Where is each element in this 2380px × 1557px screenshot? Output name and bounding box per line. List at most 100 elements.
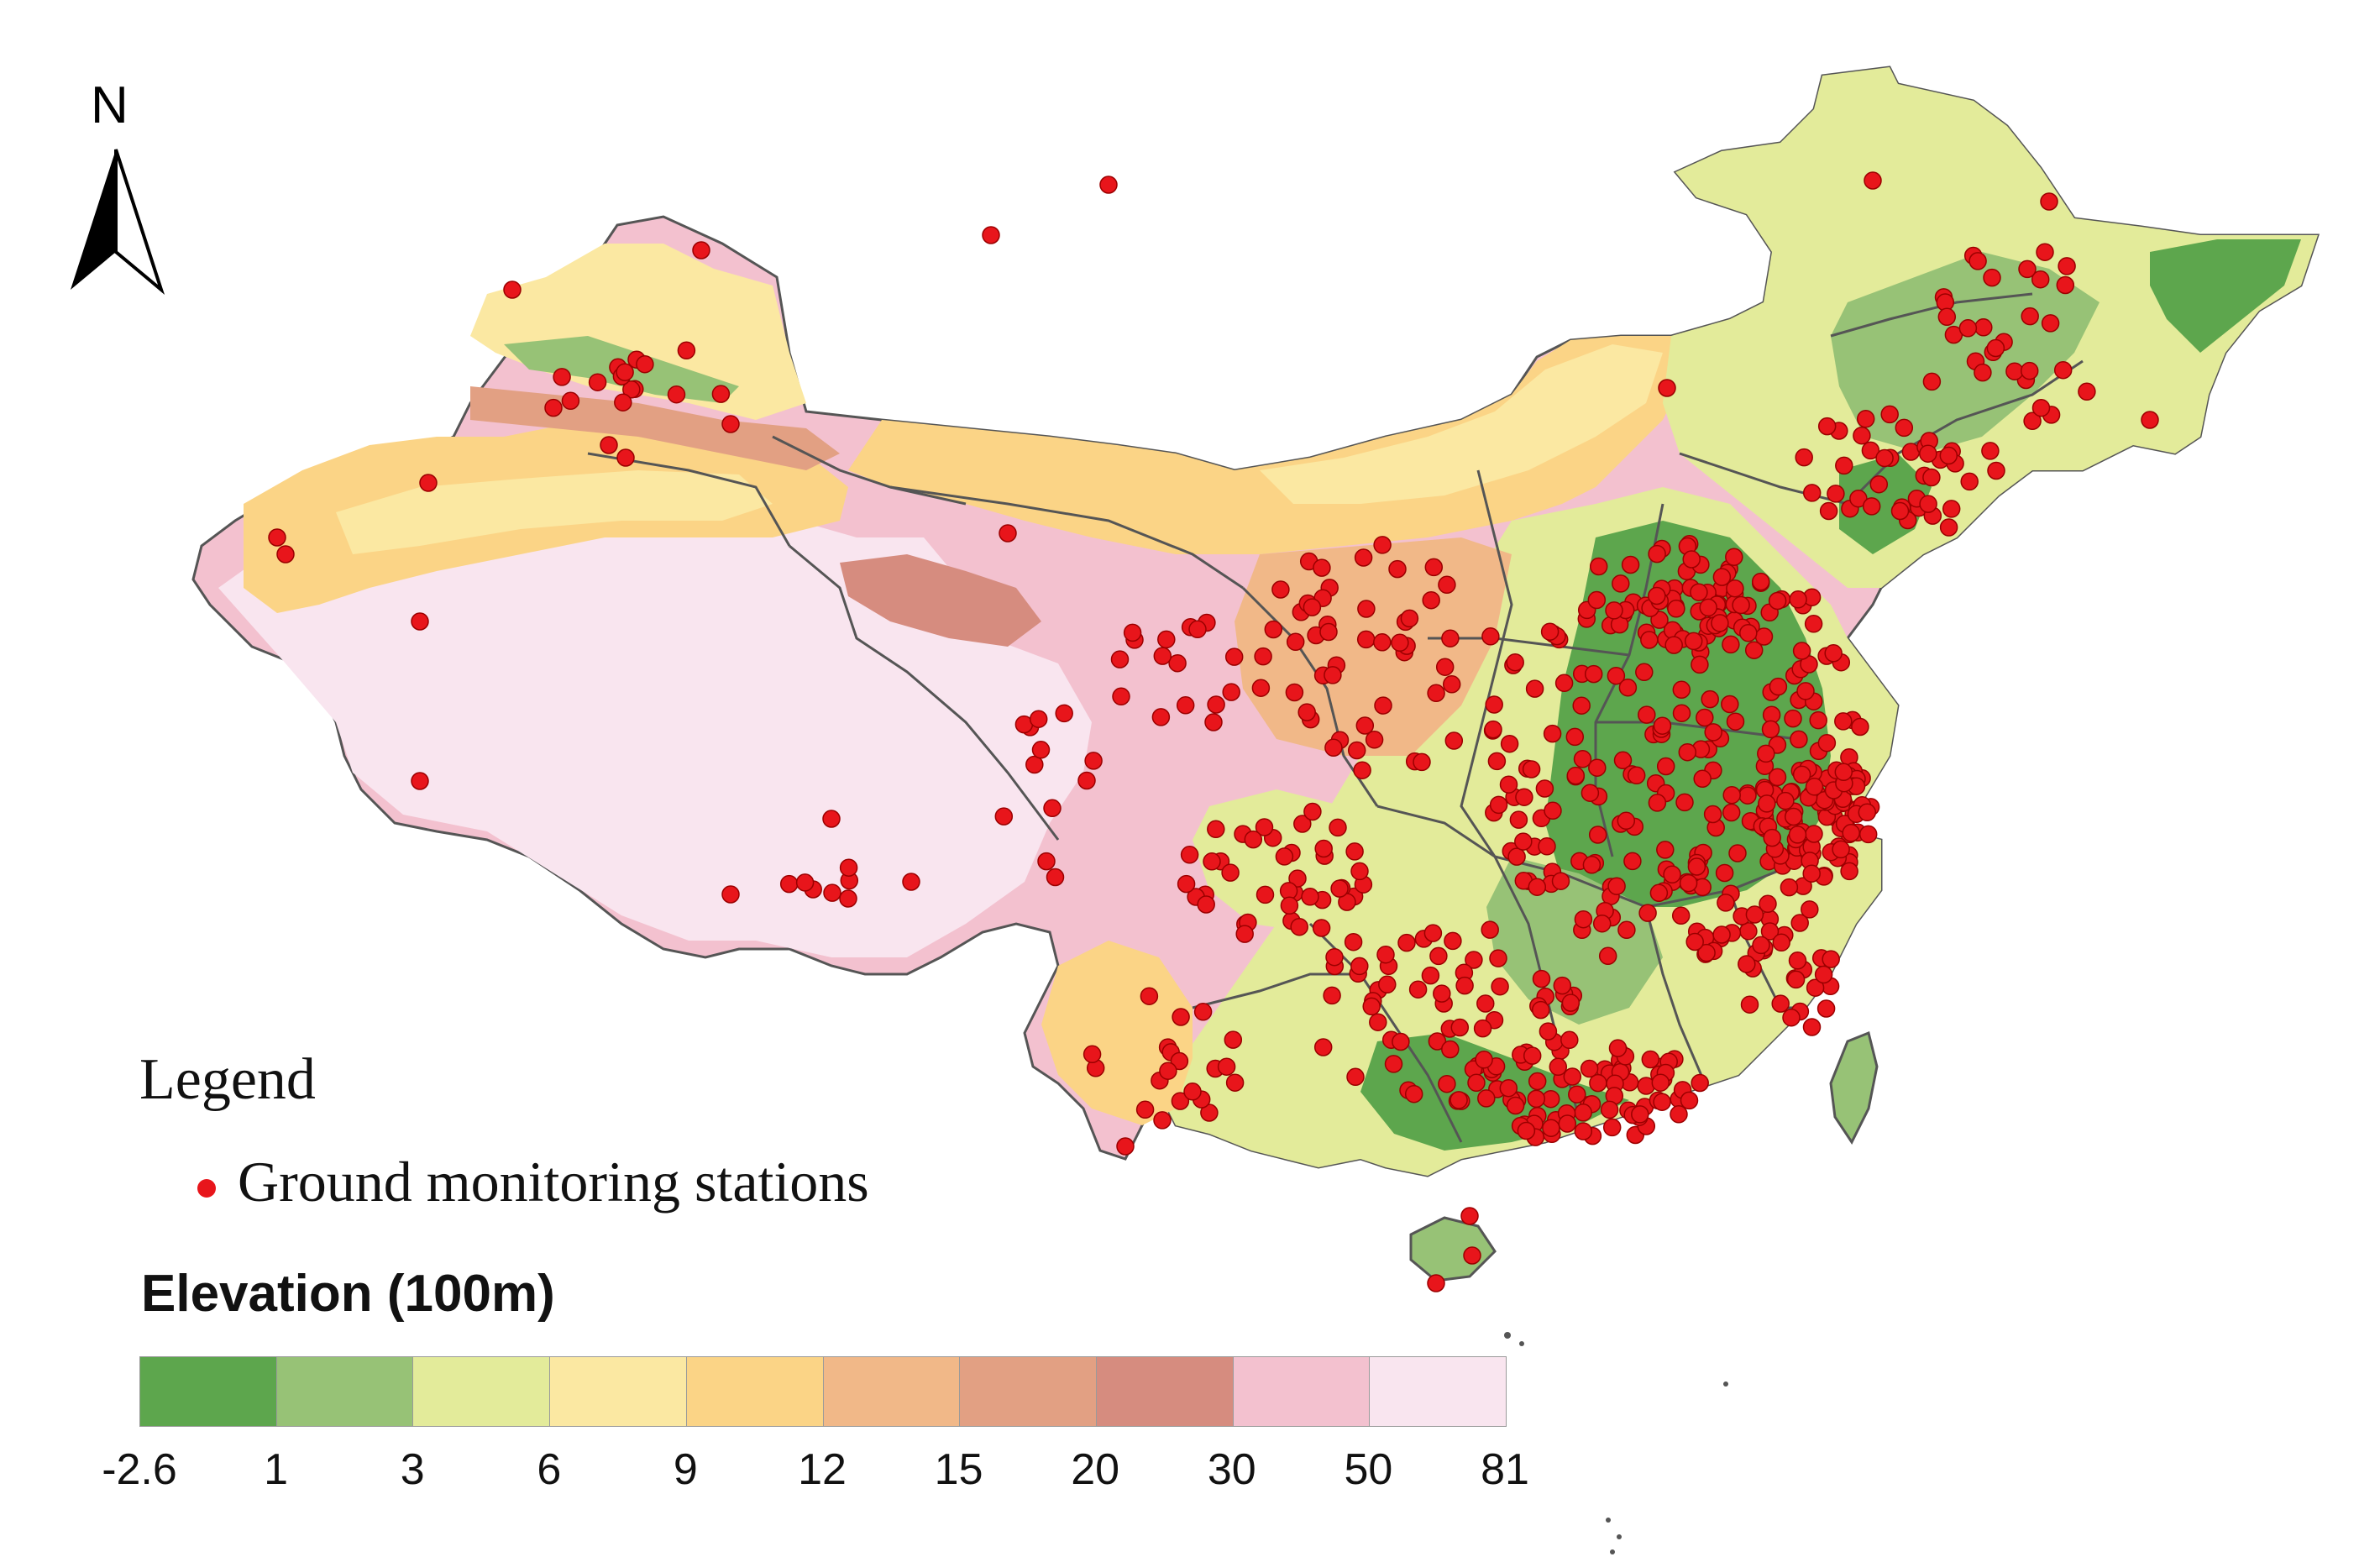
- station-dot: [1664, 636, 1683, 654]
- station-dot: [1046, 868, 1065, 887]
- station-dot: [1193, 1003, 1213, 1021]
- station-dot: [1722, 803, 1741, 822]
- station-dot: [1532, 969, 1551, 988]
- station-dot: [1788, 826, 1807, 844]
- station-dot: [1627, 766, 1646, 785]
- station-dot-icon: [197, 1178, 216, 1198]
- station-dot: [1983, 268, 2001, 287]
- station-dot: [1605, 601, 1623, 620]
- station-dot: [268, 528, 286, 547]
- station-dot: [1849, 489, 1868, 508]
- station-dot: [1895, 418, 1914, 438]
- station-dot: [1653, 716, 1672, 735]
- colorbar-bin-7: [1096, 1357, 1234, 1426]
- station-dot: [1544, 801, 1562, 820]
- station-dot: [1515, 788, 1533, 806]
- station-dot: [1481, 627, 1500, 646]
- station-dot: [1581, 784, 1600, 802]
- station-dot: [1037, 852, 1056, 871]
- station-dot: [1527, 1089, 1546, 1109]
- station-dot: [1476, 994, 1495, 1013]
- station-dot: [1413, 752, 1431, 772]
- colorbar-bin-3: [550, 1357, 687, 1426]
- station-dot: [1960, 472, 1979, 491]
- elevation-tick: 9: [673, 1445, 698, 1494]
- legend-item-stations: Ground monitoring stations: [197, 1149, 869, 1215]
- station-dot: [1851, 717, 1869, 737]
- station-dot: [1319, 622, 1338, 642]
- station-dot: [1792, 765, 1811, 784]
- station-dot: [1789, 590, 1807, 609]
- station-dot: [2031, 398, 2051, 417]
- station-dot: [2078, 382, 2096, 401]
- station-dot: [1788, 952, 1807, 970]
- station-dot: [1433, 984, 1451, 1003]
- station-dot: [1303, 598, 1322, 616]
- station-dot: [1760, 922, 1780, 941]
- station-dot: [588, 373, 607, 391]
- station-dot: [1558, 1114, 1577, 1133]
- station-dot: [2031, 270, 2050, 289]
- station-dot: [544, 398, 563, 417]
- station-dot: [1890, 501, 1910, 521]
- station-dot: [1506, 653, 1524, 672]
- station-dot: [1301, 888, 1319, 906]
- station-dot: [1822, 950, 1840, 968]
- station-dot: [1691, 1073, 1709, 1093]
- station-dot: [1177, 874, 1196, 894]
- station-dot: [1685, 932, 1704, 952]
- station-dot: [721, 885, 740, 904]
- station-dot: [1853, 426, 1871, 445]
- station-dot: [1696, 708, 1714, 727]
- station-dot: [2141, 411, 2159, 429]
- station-dot: [1523, 1046, 1542, 1065]
- station-dot: [1711, 614, 1729, 632]
- station-dot: [1255, 818, 1274, 836]
- station-dot: [1588, 826, 1607, 844]
- station-dot: [1987, 461, 2005, 480]
- station-dot: [1203, 852, 1221, 871]
- station-dot: [1638, 904, 1657, 922]
- station-dot: [1153, 1111, 1172, 1130]
- station-dot: [622, 380, 641, 399]
- station-dot: [1356, 630, 1376, 649]
- station-dot: [276, 545, 295, 564]
- station-dot: [1373, 536, 1392, 554]
- station-dot: [419, 474, 438, 492]
- station-dot: [1543, 724, 1562, 743]
- station-dot: [1691, 655, 1709, 674]
- station-dot: [1354, 548, 1373, 567]
- station-dot: [1207, 695, 1225, 714]
- elevation-colorbar: [139, 1356, 1507, 1427]
- station-dot: [1939, 518, 1958, 537]
- station-dot: [667, 385, 686, 404]
- station-dot: [711, 385, 731, 403]
- station-dot: [1140, 987, 1159, 1005]
- station-dot: [1222, 683, 1240, 701]
- station-dot: [1745, 905, 1764, 924]
- station-dot: [1362, 997, 1381, 1016]
- station-dot: [1506, 1096, 1525, 1115]
- station-dot: [1648, 586, 1666, 606]
- station-dot: [553, 368, 571, 386]
- station-dot: [1573, 750, 1592, 768]
- station-dot: [1656, 841, 1675, 859]
- station-dot: [1303, 802, 1322, 821]
- station-dot: [1499, 1078, 1518, 1098]
- station-dot: [1290, 917, 1308, 936]
- station-dot: [1400, 609, 1419, 628]
- station-dot: [1937, 307, 1957, 327]
- station-dot: [1768, 768, 1787, 787]
- station-dot: [1589, 557, 1608, 576]
- station-dot: [1722, 785, 1741, 805]
- station-dot: [1717, 894, 1735, 912]
- sanjiang-plain-green: [2150, 239, 2301, 353]
- station-dot: [1754, 627, 1774, 646]
- station-dot: [1489, 949, 1507, 967]
- station-dot: [1722, 635, 1740, 654]
- station-dot: [1650, 611, 1669, 629]
- station-dot: [1442, 675, 1461, 694]
- station-dot: [1809, 710, 1827, 730]
- station-dot: [1771, 994, 1790, 1013]
- station-dot: [1235, 925, 1254, 943]
